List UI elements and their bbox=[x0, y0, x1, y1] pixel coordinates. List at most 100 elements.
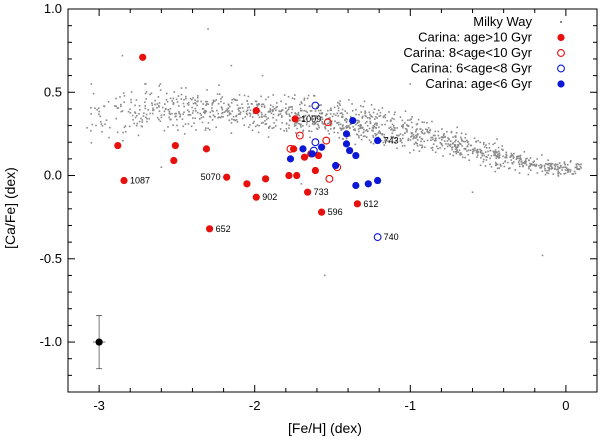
milky-way-dot bbox=[369, 122, 372, 124]
milky-way-dot bbox=[262, 103, 265, 106]
carina-star bbox=[205, 225, 214, 233]
milky-way-dot bbox=[348, 99, 350, 101]
milky-way-dot bbox=[485, 146, 488, 149]
milky-way-dot bbox=[176, 124, 178, 127]
milky-way-dot bbox=[154, 103, 156, 106]
milky-way-dot bbox=[415, 136, 418, 138]
milky-way-dot bbox=[269, 125, 271, 128]
milky-way-dot bbox=[302, 129, 305, 132]
milky-way-dot bbox=[227, 104, 230, 106]
milky-way-dot bbox=[228, 119, 231, 122]
legend-label: Carina: age>10 Gyr bbox=[418, 30, 532, 45]
milky-way-dot bbox=[172, 97, 175, 100]
milky-way-dot bbox=[543, 165, 546, 168]
milky-way-dot bbox=[560, 165, 562, 167]
milky-way-dot bbox=[275, 125, 277, 127]
milky-way-dot bbox=[511, 153, 513, 156]
milky-way-dot bbox=[156, 106, 158, 109]
milky-way-dot bbox=[494, 142, 496, 145]
milky-way-dot bbox=[563, 161, 566, 164]
milky-way-dot bbox=[159, 120, 162, 123]
milky-way-dot bbox=[559, 173, 562, 175]
milky-way-dot bbox=[138, 105, 141, 107]
milky-way-dot bbox=[194, 102, 197, 105]
milky-way-dot bbox=[357, 135, 360, 137]
milky-way-dot bbox=[460, 132, 463, 135]
milky-way-dot bbox=[182, 125, 185, 128]
milky-way-dot bbox=[429, 129, 431, 132]
milky-way-dot bbox=[359, 127, 362, 130]
milky-way-dot bbox=[218, 84, 220, 87]
milky-way-dot bbox=[475, 140, 477, 143]
milky-way-dot bbox=[504, 160, 507, 162]
milky-way-dot bbox=[495, 154, 498, 157]
milky-way-dot bbox=[357, 124, 360, 127]
milky-way-dot bbox=[368, 111, 371, 114]
milky-way-dot bbox=[473, 137, 476, 140]
milky-way-dot bbox=[330, 123, 333, 125]
milky-way-dot bbox=[176, 101, 179, 103]
milky-way-dot bbox=[246, 113, 249, 116]
milky-way-dot bbox=[452, 136, 454, 139]
milky-way-dot bbox=[479, 150, 482, 153]
milky-way-dot bbox=[406, 129, 408, 132]
milky-way-dot bbox=[337, 101, 339, 104]
milky-way-dot bbox=[495, 157, 498, 160]
milky-way-dot bbox=[299, 110, 302, 112]
milky-way-dot bbox=[285, 113, 288, 115]
milky-way-dot bbox=[538, 164, 540, 167]
milky-way-dot bbox=[197, 100, 199, 102]
milky-way-dot bbox=[142, 115, 145, 117]
milky-way-dot bbox=[246, 107, 249, 109]
milky-way-dot bbox=[133, 122, 135, 125]
milky-way-dot bbox=[547, 166, 549, 169]
milky-way-dot bbox=[158, 104, 160, 107]
milky-way-dot bbox=[229, 113, 232, 115]
milky-way-dot bbox=[466, 150, 468, 152]
milky-way-dot bbox=[244, 116, 247, 118]
milky-way-dot bbox=[211, 109, 213, 112]
milky-way-dot bbox=[378, 109, 380, 112]
milky-way-dot bbox=[265, 115, 267, 118]
milky-way-dot bbox=[340, 129, 343, 131]
milky-way-dot bbox=[374, 134, 377, 137]
milky-way-dot bbox=[146, 120, 148, 123]
milky-way-dot bbox=[293, 123, 296, 125]
milky-way-dot bbox=[272, 113, 275, 116]
milky-way-dot bbox=[336, 105, 339, 107]
milky-way-dot bbox=[342, 127, 345, 130]
milky-way-dot bbox=[300, 126, 302, 128]
carina-star bbox=[342, 130, 351, 138]
milky-way-dot bbox=[138, 120, 141, 123]
milky-way-dot bbox=[260, 115, 263, 118]
milky-way-dot bbox=[567, 171, 569, 173]
milky-way-dot bbox=[565, 167, 568, 169]
milky-way-dot bbox=[483, 154, 486, 157]
milky-way-dot bbox=[366, 130, 369, 133]
milky-way-dot bbox=[120, 105, 122, 108]
milky-way-dot bbox=[269, 108, 272, 110]
milky-way-dot bbox=[464, 140, 467, 143]
milky-way-dot bbox=[487, 154, 490, 156]
milky-way-dot bbox=[366, 116, 369, 119]
milky-way-dot bbox=[430, 147, 433, 149]
milky-way-dot bbox=[202, 116, 205, 118]
milky-way-dot bbox=[518, 163, 521, 165]
milky-way-dot bbox=[132, 118, 134, 121]
milky-way-dot bbox=[136, 122, 139, 125]
milky-way-dot bbox=[150, 92, 153, 95]
milky-way-dot bbox=[183, 105, 186, 108]
milky-way-dot bbox=[388, 141, 391, 143]
milky-way-dot bbox=[396, 127, 398, 129]
milky-way-dot bbox=[300, 101, 303, 103]
milky-way-dot bbox=[448, 138, 450, 140]
milky-way-dot bbox=[362, 135, 365, 138]
milky-way-dot bbox=[505, 151, 508, 154]
milky-way-dot bbox=[354, 128, 356, 130]
milky-way-dot bbox=[476, 156, 478, 158]
milky-way-dot bbox=[381, 132, 384, 135]
milky-way-dot bbox=[415, 137, 417, 139]
star-label: 612 bbox=[363, 199, 378, 209]
milky-way-dot bbox=[194, 117, 197, 120]
